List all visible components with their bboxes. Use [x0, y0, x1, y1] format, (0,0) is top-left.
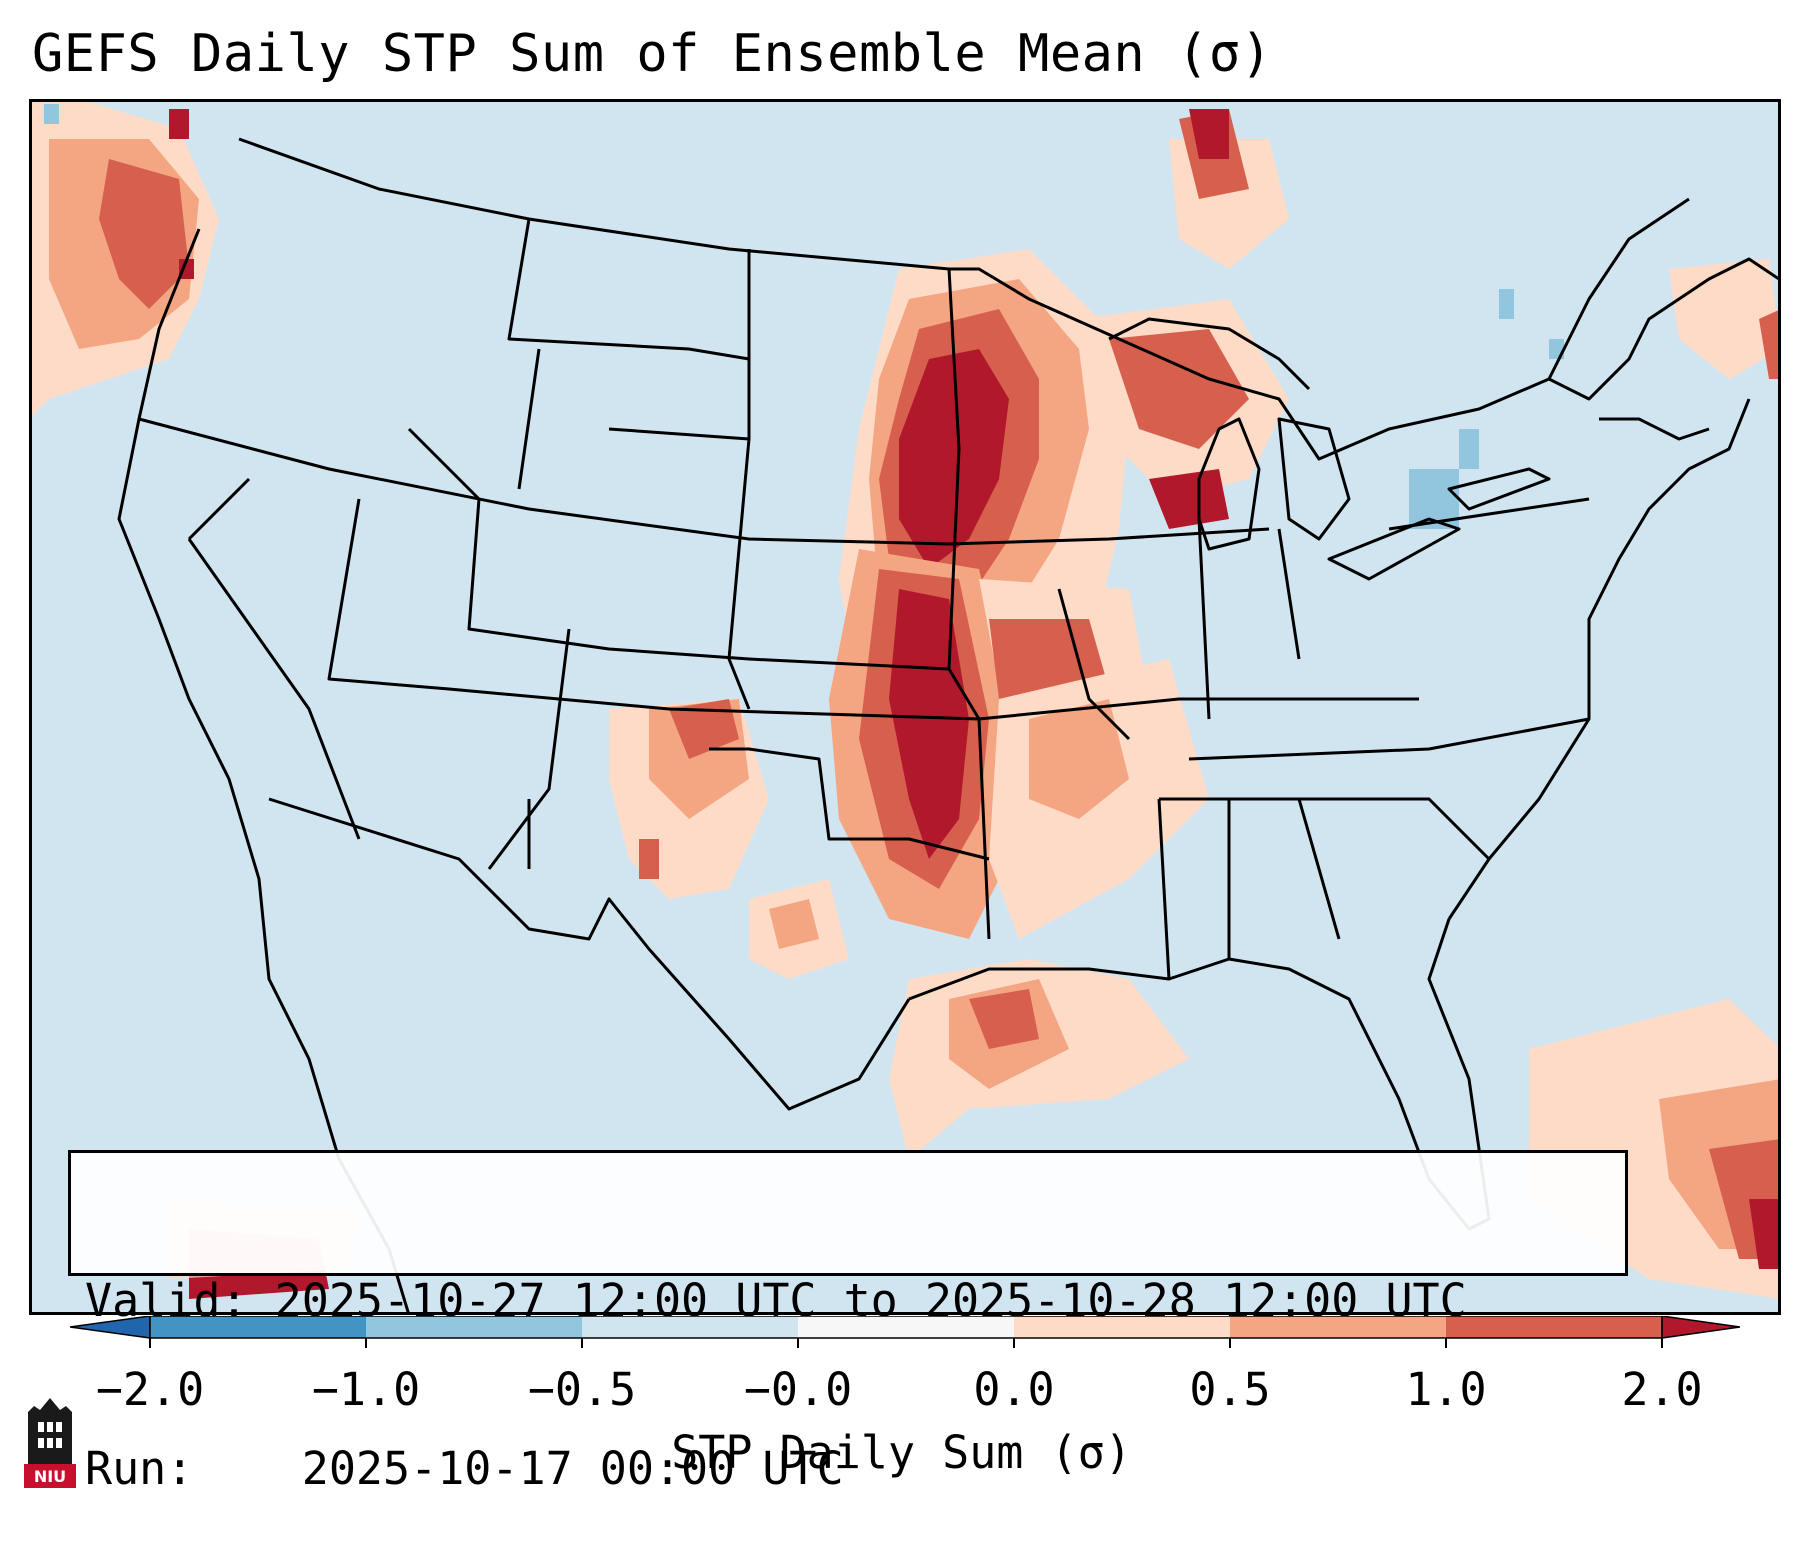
colorbar-tick-label: 0.5 [1189, 1363, 1271, 1416]
colorbar-segment-n1-n05 [366, 1316, 582, 1338]
colorbar-ticks [149, 1338, 1663, 1348]
niu-logo: NIU [24, 1398, 76, 1488]
colorbar-label: STP Daily Sum (σ) [671, 1426, 1132, 1479]
valid-run-infobox: Valid: 2025-10-27 12:00 UTC to 2025-10-2… [68, 1150, 1628, 1495]
colorbar-segment-0-0 [798, 1316, 1014, 1338]
run-label: Run: [85, 1442, 194, 1495]
colorbar-extend-high [1661, 1316, 1740, 1339]
colorbar-extend-low [70, 1316, 151, 1339]
run-line: Run: 2025-10-17 00:00 UTC [85, 1441, 1611, 1497]
colorbar-outline [149, 1316, 1663, 1339]
niu-logo-text: NIU [34, 1467, 66, 1486]
stp-map [29, 99, 1781, 1315]
colorbar-segment-0-05 [1014, 1316, 1230, 1338]
colorbar-segments [70, 1316, 1740, 1339]
colorbar-segment-n05-0 [582, 1316, 798, 1338]
colorbar-tick-label: −1.0 [311, 1363, 421, 1416]
map-frame [29, 99, 1781, 1315]
colorbar-tick-label: −0.5 [527, 1363, 637, 1416]
colorbar-tick-label: −2.0 [95, 1363, 205, 1416]
map-boundaries [117, 137, 1780, 1315]
run-value: 2025-10-17 00:00 UTC [301, 1442, 844, 1495]
colorbar-tick-label: −0.0 [743, 1363, 853, 1416]
stp-anomaly-field [29, 99, 1781, 1299]
colorbar-segment-1-2 [1446, 1316, 1662, 1338]
colorbar-tick-label: 2.0 [1621, 1363, 1703, 1416]
colorbar-tick-label: 1.0 [1405, 1363, 1487, 1416]
colorbar [70, 1316, 1740, 1348]
colorbar-segment-05-1 [1230, 1316, 1446, 1338]
colorbar-tick-label: 0.0 [973, 1363, 1055, 1416]
map-title: GEFS Daily STP Sum of Ensemble Mean (σ) [32, 24, 1273, 84]
colorbar-segment-n2-n1 [150, 1316, 366, 1338]
